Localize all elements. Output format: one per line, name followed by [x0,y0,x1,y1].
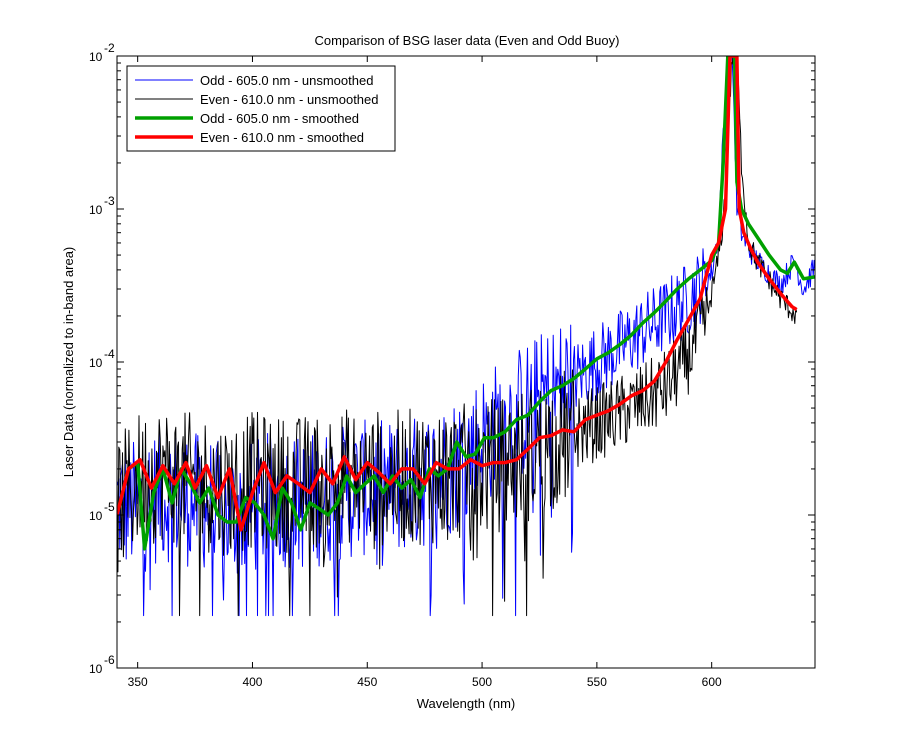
series-layer [117,56,815,617]
x-tick-label-2: 450 [357,675,377,689]
y-tick-exponent-0: -6 [104,653,115,667]
series-line-1 [117,56,798,617]
x-tick-label-3: 500 [472,675,492,689]
y-tick-exponent-4: -2 [104,41,115,55]
y-tick-label-1: 10 [89,509,103,523]
legend: Odd - 605.0 nm - unsmoothed Even - 610.0 … [126,65,396,152]
x-tick-label-4: 550 [587,675,607,689]
y-tick-label-3: 10 [89,203,103,217]
y-tick-exponent-1: -5 [104,500,115,514]
series-line-2 [117,56,815,551]
x-tick-label-5: 600 [702,675,722,689]
legend-label-3: Even - 610.0 nm - smoothed [200,130,364,145]
y-tick-label-0: 10 [89,662,103,676]
x-axis-label: Wavelength (nm) [417,696,516,711]
x-tick-label-1: 400 [242,675,262,689]
series-line-0 [117,56,815,617]
chart-title: Comparison of BSG laser data (Even and O… [315,33,620,48]
plot-area [117,56,815,668]
y-axis-label: Laser Data (normalized to in-band area) [61,247,76,478]
y-tick-label-2: 10 [89,356,103,370]
legend-label-1: Even - 610.0 nm - unsmoothed [200,92,379,107]
legend-label-2: Odd - 605.0 nm - smoothed [200,111,359,126]
y-tick-label-4: 10 [89,50,103,64]
series-line-3 [117,56,798,532]
y-tick-exponent-3: -3 [104,194,115,208]
x-tick-label-0: 350 [128,675,148,689]
legend-label-0: Odd - 605.0 nm - unsmoothed [200,73,373,88]
y-tick-exponent-2: -4 [104,347,115,361]
